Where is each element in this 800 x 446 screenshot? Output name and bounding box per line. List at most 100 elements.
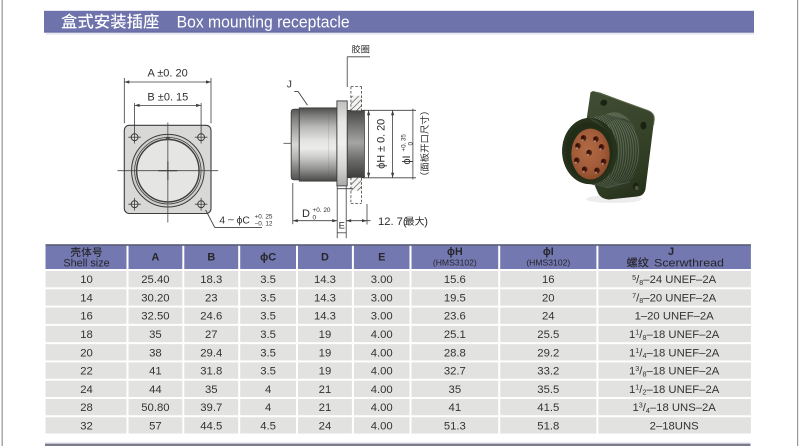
- svg-text:13/4–18 UNS–2A: 13/4–18 UNS–2A: [632, 401, 716, 415]
- svg-text:J: J: [287, 80, 292, 91]
- svg-text:19: 19: [319, 329, 332, 341]
- svg-text:+0. 35: +0. 35: [401, 134, 408, 152]
- svg-text:11/4–18 UNEF–2A: 11/4–18 UNEF–2A: [629, 346, 720, 360]
- svg-text:4.5: 4.5: [260, 420, 276, 432]
- svg-text:35.5: 35.5: [537, 384, 559, 396]
- svg-text:19: 19: [319, 347, 332, 359]
- svg-text:25.5: 25.5: [537, 329, 559, 341]
- svg-text:ϕH: ϕH: [447, 246, 463, 258]
- svg-text:32.7: 32.7: [444, 366, 466, 378]
- svg-text:+0. 20: +0. 20: [313, 207, 331, 214]
- svg-text:18: 18: [80, 329, 93, 341]
- svg-text:31.8: 31.8: [200, 366, 222, 378]
- svg-text:29.2: 29.2: [537, 347, 559, 359]
- svg-text:0: 0: [407, 142, 414, 146]
- svg-text:ϕC: ϕC: [260, 251, 276, 263]
- svg-text:4.00: 4.00: [371, 329, 393, 341]
- svg-text:3.5: 3.5: [260, 366, 276, 378]
- svg-text:3.00: 3.00: [371, 311, 393, 323]
- svg-text:11/8–18 UNEF–2A: 11/8–18 UNEF–2A: [629, 328, 720, 342]
- svg-text:38: 38: [149, 347, 162, 359]
- svg-text:51.8: 51.8: [537, 420, 559, 432]
- svg-text:7/8–20 UNEF–2A: 7/8–20 UNEF–2A: [632, 291, 716, 305]
- svg-text:24: 24: [319, 420, 332, 432]
- svg-text:A: A: [151, 251, 159, 263]
- svg-text:−0. 12: −0. 12: [255, 221, 273, 228]
- svg-text:(HMS3102): (HMS3102): [433, 257, 477, 267]
- svg-text:57: 57: [149, 420, 162, 432]
- svg-text:24.6: 24.6: [200, 311, 222, 323]
- svg-text:23: 23: [205, 292, 218, 304]
- svg-text:22: 22: [80, 366, 93, 378]
- svg-text:23.6: 23.6: [444, 311, 466, 323]
- svg-text:21: 21: [319, 402, 332, 414]
- svg-text:3.5: 3.5: [260, 311, 276, 323]
- svg-text:4.00: 4.00: [371, 420, 393, 432]
- svg-text:15.6: 15.6: [444, 274, 466, 286]
- svg-text:J: J: [668, 246, 674, 258]
- svg-text:(HMS3102): (HMS3102): [526, 257, 570, 267]
- svg-text:4: 4: [265, 384, 271, 396]
- svg-text:0: 0: [313, 214, 317, 221]
- svg-text:1–20 UNEF–2A: 1–20 UNEF–2A: [635, 311, 715, 323]
- svg-text:33.2: 33.2: [537, 366, 559, 378]
- svg-text:3.5: 3.5: [260, 329, 276, 341]
- svg-text:50.80: 50.80: [141, 402, 169, 414]
- svg-text:19.5: 19.5: [444, 292, 466, 304]
- svg-text:21: 21: [319, 384, 332, 396]
- svg-text:13/8–18 UNEF–2A: 13/8–18 UNEF–2A: [629, 364, 720, 378]
- svg-text:A ±0. 20: A ±0. 20: [147, 68, 187, 80]
- svg-text:): ): [424, 216, 428, 228]
- svg-text:14: 14: [80, 292, 93, 304]
- svg-text:44: 44: [149, 384, 162, 396]
- svg-text:19: 19: [319, 366, 332, 378]
- svg-text:4.00: 4.00: [371, 347, 393, 359]
- svg-text:D: D: [302, 208, 310, 220]
- svg-text:27: 27: [205, 329, 218, 341]
- svg-text:44.5: 44.5: [200, 420, 222, 432]
- svg-text:Shell size: Shell size: [63, 258, 109, 270]
- svg-text:ϕI: ϕI: [543, 246, 554, 258]
- svg-text:E: E: [339, 220, 345, 231]
- svg-text:Box mounting receptacle: Box mounting receptacle: [177, 13, 350, 32]
- svg-text:2–18UNS: 2–18UNS: [650, 420, 699, 432]
- svg-text:32: 32: [80, 420, 93, 432]
- svg-text:11/2–18 UNEF–2A: 11/2–18 UNEF–2A: [629, 382, 720, 396]
- svg-text:4.00: 4.00: [371, 402, 393, 414]
- svg-text:10: 10: [80, 274, 93, 286]
- svg-text:12. 7(: 12. 7(: [378, 216, 407, 228]
- svg-text:28.8: 28.8: [444, 347, 466, 359]
- svg-text:32.50: 32.50: [141, 311, 169, 323]
- svg-text:25.40: 25.40: [141, 274, 169, 286]
- svg-text:4.00: 4.00: [371, 384, 393, 396]
- svg-text:28: 28: [80, 402, 93, 414]
- svg-text:5/8–24 UNEF–2A: 5/8–24 UNEF–2A: [632, 273, 716, 287]
- svg-text:B: B: [207, 251, 215, 263]
- svg-text:30.20: 30.20: [141, 292, 169, 304]
- svg-text:3.00: 3.00: [371, 292, 393, 304]
- svg-text:51.3: 51.3: [444, 420, 466, 432]
- svg-text:3.5: 3.5: [260, 292, 276, 304]
- svg-text:3.5: 3.5: [260, 274, 276, 286]
- svg-text:3.00: 3.00: [371, 274, 393, 286]
- svg-text:+0. 25: +0. 25: [255, 214, 273, 221]
- svg-text:14.3: 14.3: [314, 292, 336, 304]
- svg-text:B ±0. 15: B ±0. 15: [147, 92, 188, 104]
- svg-text:18.3: 18.3: [200, 274, 222, 286]
- svg-text:E: E: [378, 251, 385, 263]
- svg-text:ϕI: ϕI: [401, 155, 413, 164]
- svg-text:25.1: 25.1: [444, 329, 466, 341]
- svg-text:Scerwthread: Scerwthread: [654, 258, 724, 270]
- svg-text:29.4: 29.4: [200, 347, 222, 359]
- svg-text:41.5: 41.5: [537, 402, 559, 414]
- svg-text:4.00: 4.00: [371, 366, 393, 378]
- svg-text:14.3: 14.3: [314, 311, 336, 323]
- svg-text:35: 35: [149, 329, 162, 341]
- svg-text:3.5: 3.5: [260, 347, 276, 359]
- svg-text:41: 41: [149, 366, 162, 378]
- svg-text:ϕH ± 0. 20: ϕH ± 0. 20: [376, 119, 388, 169]
- svg-text:D: D: [321, 251, 329, 263]
- svg-text:35: 35: [205, 384, 218, 396]
- svg-text:16: 16: [542, 274, 555, 286]
- svg-text:4: 4: [265, 402, 271, 414]
